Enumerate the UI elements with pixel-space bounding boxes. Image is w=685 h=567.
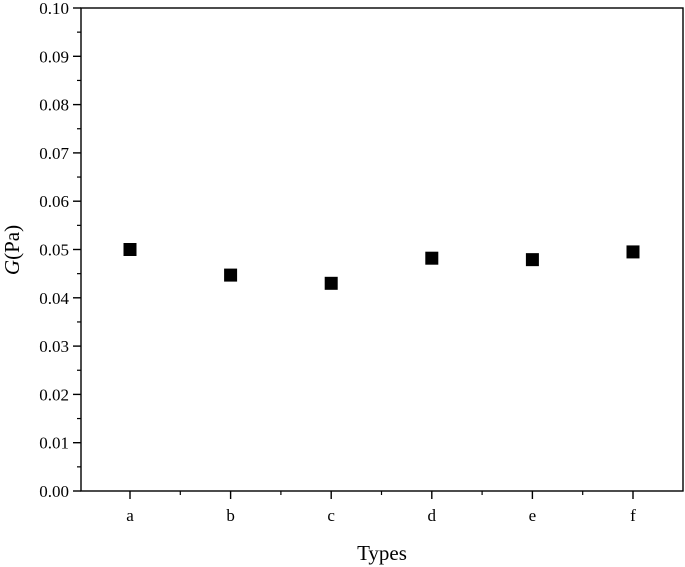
y-tick-label: 0.02 [39,385,69,404]
y-tick-label: 0.03 [39,337,69,356]
x-tick-label: e [529,506,537,525]
x-axis-ticks: a b c d e f [126,491,636,525]
data-points [123,243,640,290]
y-tick-label: 0.00 [39,482,69,501]
y-axis-title-unit: (Pa) [0,225,24,260]
y-tick-label: 0.05 [39,241,69,260]
y-tick-label: 0.07 [39,144,69,163]
y-tick-label: 0.06 [39,192,69,211]
x-tick-label: b [226,506,235,525]
data-point-a [123,243,137,256]
y-tick-label: 0.01 [39,434,69,453]
x-axis-title: Types [357,541,407,565]
x-tick-label: a [126,506,134,525]
x-tick-label: c [327,506,335,525]
y-tick-label: 0.10 [39,0,69,18]
y-axis-title: G(Pa) [0,225,24,275]
data-point-c [324,276,338,290]
data-point-e [525,253,539,267]
data-point-b [224,268,238,282]
y-tick-label: 0.04 [39,289,69,308]
plot-frame [80,7,684,492]
y-tick-label: 0.09 [39,47,69,66]
y-tick-label: 0.08 [39,96,69,115]
x-tick-label: f [630,506,636,525]
y-axis-title-symbol: G [0,260,24,275]
x-tick-label: d [428,506,437,525]
data-point-d [425,251,439,265]
data-point-f [626,245,640,259]
y-axis-ticks: 0.00 0.01 0.02 0.03 0.04 0.05 0.06 0.07 0.08 0.09… [39,0,81,501]
